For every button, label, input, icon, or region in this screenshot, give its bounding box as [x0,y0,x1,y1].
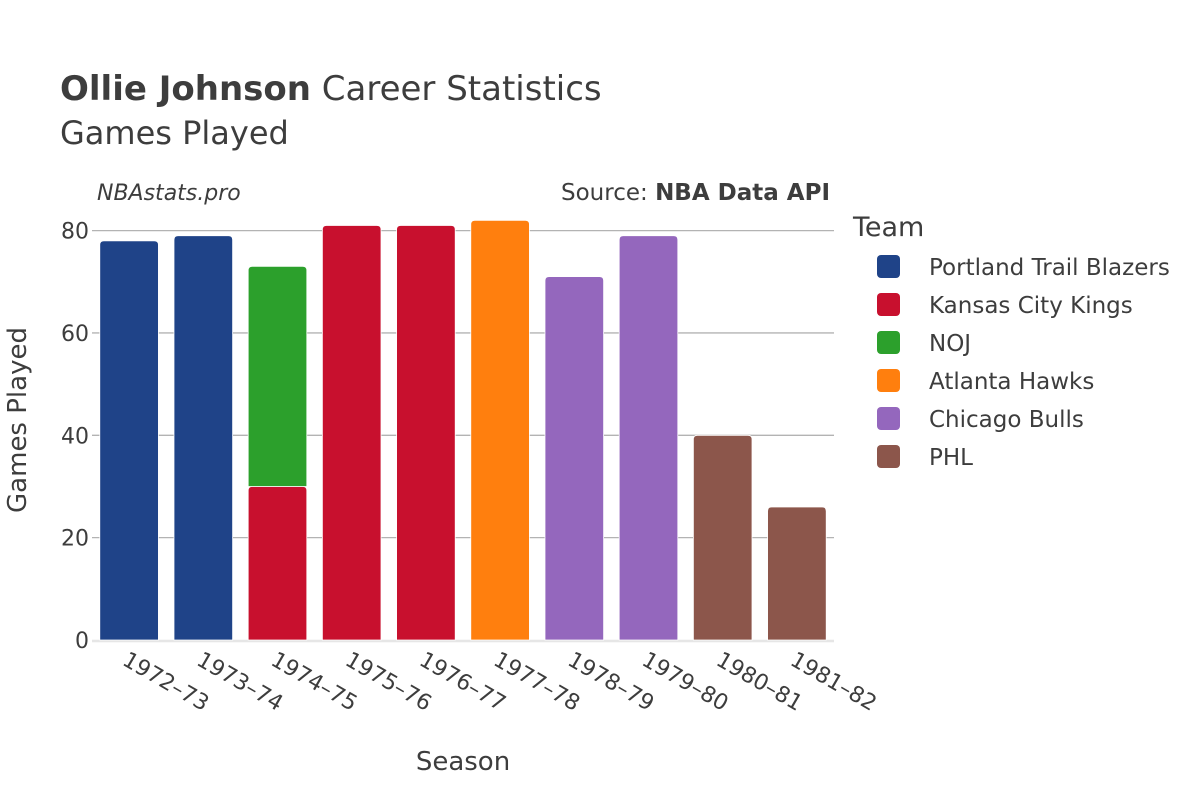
y-axis-title: Games Played [3,327,33,513]
bar-kansas-city-kings-1974–75 [247,486,308,641]
legend-label: PHL [929,445,973,471]
legend-label: Portland Trail Blazers [929,255,1170,281]
legend-swatch [877,445,900,468]
source-name: NBA Data API [655,180,830,206]
y-tick-label: 40 [61,424,89,449]
bar-atlanta-hawks-1977–78 [470,219,530,641]
player-name: Ollie Johnson [60,69,311,109]
y-tick-labels: 0 20 40 60 80 [61,220,89,654]
legend-label: Chicago Bulls [929,407,1084,433]
y-tick-label: 60 [61,322,89,347]
legend-swatch [877,369,900,392]
legend: Portland Trail Blazers Kansas City Kings N… [877,255,1170,471]
x-axis-title: Season [416,747,510,777]
legend-swatch [877,331,900,354]
title-suffix: Career Statistics [311,69,602,109]
bar-phl-1981–82 [767,506,827,641]
bar-phl-1980–81 [692,434,753,641]
legend-title: Team [852,212,924,243]
source-credit: Source: NBA Data API [561,180,830,206]
bar-chicago-bulls-1979–80 [618,235,679,641]
bar-kansas-city-kings-1976–77 [396,225,456,641]
watermark: NBAstats.pro [97,181,241,206]
source-prefix: Source: [561,180,655,206]
x-tick-labels: 1972–731973–741974–751975–761976–771977–… [118,648,881,717]
legend-swatch [877,407,900,430]
y-tick-label: 0 [75,629,89,654]
legend-label: Atlanta Hawks [929,369,1094,395]
chart-title: Ollie Johnson Career Statistics [60,69,602,109]
bar-portland-trail-blazers-1973–74 [173,235,234,641]
y-tick-label: 80 [61,220,89,245]
legend-label: NOJ [929,331,971,357]
bar-portland-trail-blazers-1972–73 [99,240,159,641]
legend-label: Kansas City Kings [929,293,1133,319]
chart-subtitle: Games Played [60,114,289,152]
legend-swatch [877,293,900,316]
bar-noj-1974–75 [247,266,308,487]
x-tick-label: 1981–82 [786,648,881,717]
bar-kansas-city-kings-1975–76 [321,225,382,641]
bar-chicago-bulls-1978–79 [544,276,605,641]
legend-swatch [877,255,900,278]
bars [99,219,827,641]
y-tick-label: 20 [61,527,89,552]
